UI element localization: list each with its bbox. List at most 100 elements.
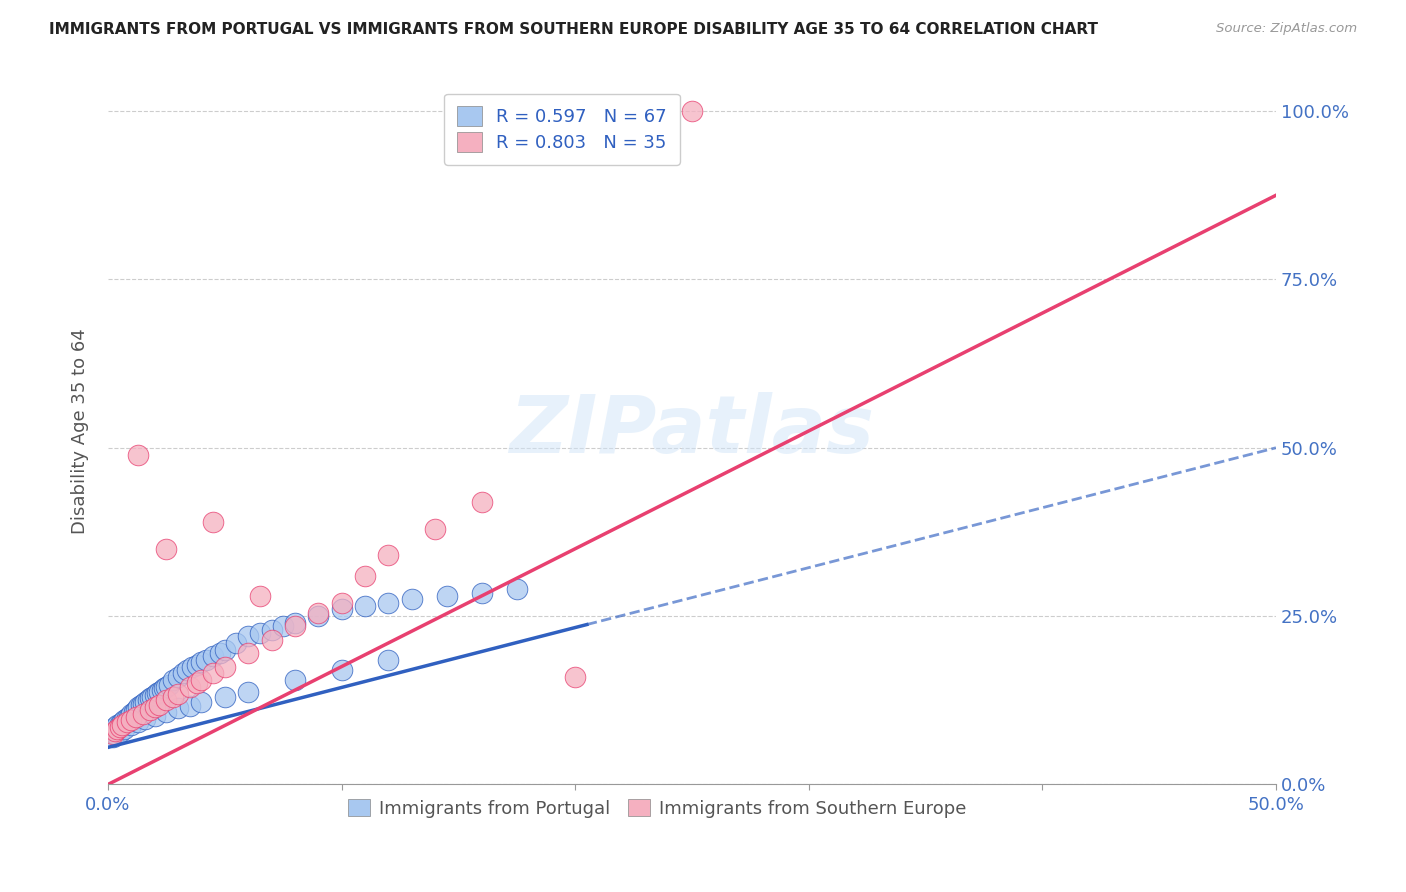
Point (108, 720, 131, 734)
Point (162, 673, 184, 687)
Point (354, 599, 377, 613)
Point (118, 710, 141, 724)
Point (176, 663, 198, 677)
Point (471, 585, 494, 599)
Point (260, 632, 283, 647)
Point (155, 693, 177, 707)
Point (127, 714, 149, 729)
Point (127, 700, 149, 714)
Point (681, 104, 703, 119)
Point (202, 666, 225, 681)
Point (120, 718, 142, 732)
Point (236, 646, 259, 660)
Text: ZIPatlas: ZIPatlas (509, 392, 875, 470)
Point (104, 720, 127, 734)
Point (209, 646, 232, 660)
Point (284, 619, 307, 633)
Point (155, 680, 177, 694)
Point (143, 708, 166, 723)
Point (284, 673, 307, 687)
Point (225, 636, 247, 650)
Point (136, 693, 159, 707)
Point (564, 670, 586, 684)
Point (155, 705, 177, 719)
Point (307, 606, 329, 620)
Point (202, 649, 225, 664)
Point (146, 686, 169, 700)
Point (111, 718, 134, 732)
Point (108, 716, 131, 731)
Point (190, 655, 212, 669)
Point (134, 695, 156, 709)
Point (377, 653, 399, 667)
Point (112, 714, 135, 728)
Point (125, 703, 148, 717)
Point (330, 596, 353, 610)
Point (330, 602, 353, 616)
Point (101, 731, 124, 745)
Point (179, 680, 201, 694)
Point (115, 715, 138, 730)
Point (167, 670, 190, 684)
Point (148, 684, 170, 698)
Point (122, 705, 145, 719)
Point (162, 690, 184, 704)
Point (354, 568, 377, 582)
Legend: Immigrants from Portugal, Immigrants from Southern Europe: Immigrants from Portugal, Immigrants fro… (340, 792, 973, 825)
Point (120, 714, 142, 728)
Point (214, 690, 236, 704)
Point (150, 683, 173, 698)
Point (167, 701, 190, 715)
Point (195, 653, 218, 667)
Point (506, 582, 529, 596)
Text: Source: ZipAtlas.com: Source: ZipAtlas.com (1216, 22, 1357, 36)
Point (157, 678, 180, 692)
Point (202, 515, 225, 529)
Point (112, 723, 135, 737)
Point (141, 690, 163, 704)
Point (104, 727, 127, 741)
Point (249, 626, 271, 640)
Point (143, 688, 166, 702)
Point (132, 697, 155, 711)
Point (186, 657, 208, 672)
Y-axis label: Disability Age 35 to 64: Disability Age 35 to 64 (72, 328, 89, 533)
Point (260, 623, 283, 637)
Point (125, 710, 148, 724)
Point (284, 615, 307, 630)
Point (105, 723, 128, 737)
Point (111, 715, 134, 730)
Point (436, 589, 458, 603)
Point (190, 673, 212, 687)
Point (129, 698, 152, 712)
Point (101, 727, 124, 741)
Point (377, 549, 399, 563)
Point (143, 700, 166, 714)
Point (249, 589, 271, 603)
Point (186, 676, 208, 690)
Point (108, 725, 131, 739)
Point (236, 629, 259, 643)
Point (214, 642, 236, 657)
Point (214, 659, 236, 673)
Point (134, 712, 156, 726)
Point (471, 494, 494, 508)
Point (307, 609, 329, 624)
Point (155, 541, 177, 556)
Point (401, 592, 423, 607)
Text: IMMIGRANTS FROM PORTUGAL VS IMMIGRANTS FROM SOUTHERN EUROPE DISABILITY AGE 35 TO: IMMIGRANTS FROM PORTUGAL VS IMMIGRANTS F… (49, 22, 1098, 37)
Point (330, 663, 353, 677)
Point (179, 698, 201, 713)
Point (139, 703, 162, 717)
Point (167, 687, 190, 701)
Point (181, 659, 204, 673)
Point (190, 695, 212, 709)
Point (423, 522, 446, 536)
Point (105, 718, 128, 732)
Point (377, 596, 399, 610)
Point (104, 723, 127, 738)
Point (115, 711, 138, 725)
Point (271, 619, 294, 633)
Point (148, 698, 170, 712)
Point (153, 681, 176, 695)
